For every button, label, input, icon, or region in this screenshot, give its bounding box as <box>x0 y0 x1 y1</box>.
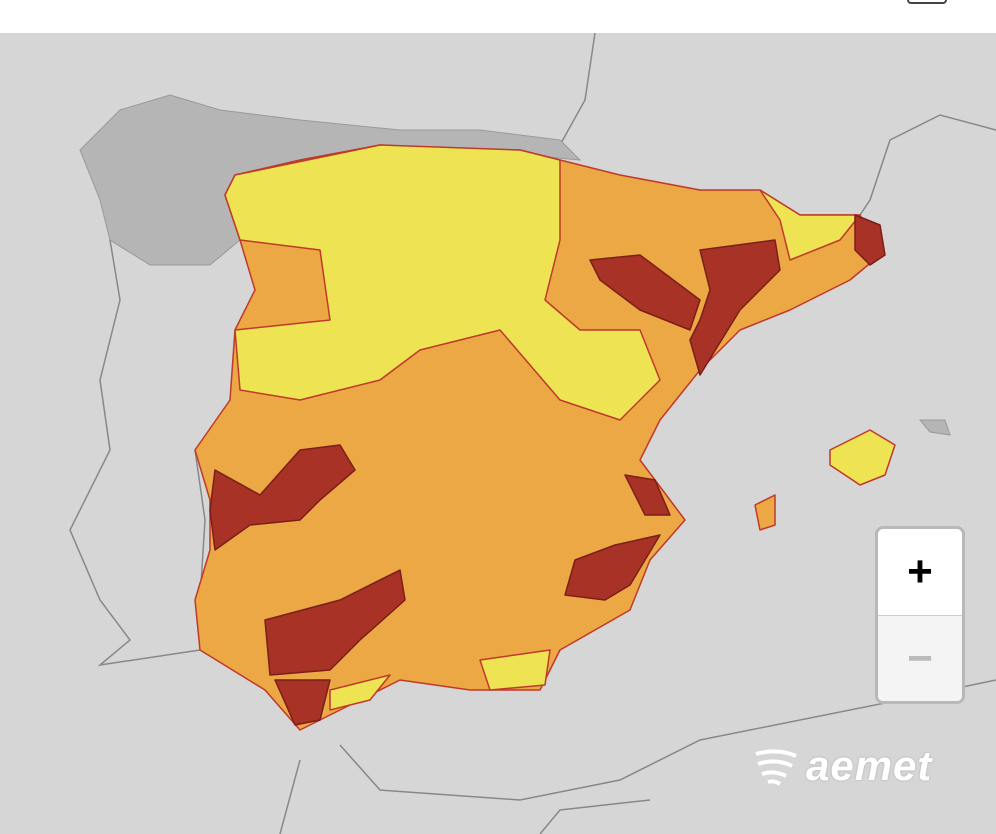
red-region <box>624 474 671 516</box>
top-bar <box>0 0 996 33</box>
menu-button[interactable] <box>907 0 947 4</box>
yellow-regions <box>759 189 861 261</box>
island <box>829 429 896 486</box>
island <box>754 494 776 531</box>
yellow-regions <box>329 674 391 711</box>
logo-text: aemet <box>806 742 933 789</box>
red-region <box>274 679 331 726</box>
zoom-control: + − <box>875 526 965 704</box>
island <box>918 419 951 436</box>
red-region <box>564 534 661 601</box>
yellow-regions <box>224 144 661 421</box>
red-region <box>209 444 356 551</box>
red-region <box>589 254 701 331</box>
logo-icon <box>755 749 797 786</box>
map <box>0 33 996 834</box>
zoom-out-button[interactable]: − <box>878 616 962 701</box>
yellow-regions <box>479 649 551 691</box>
red-region <box>264 569 406 676</box>
red-region <box>689 239 781 376</box>
zoom-in-button[interactable]: + <box>878 529 962 616</box>
red-region <box>854 214 886 266</box>
